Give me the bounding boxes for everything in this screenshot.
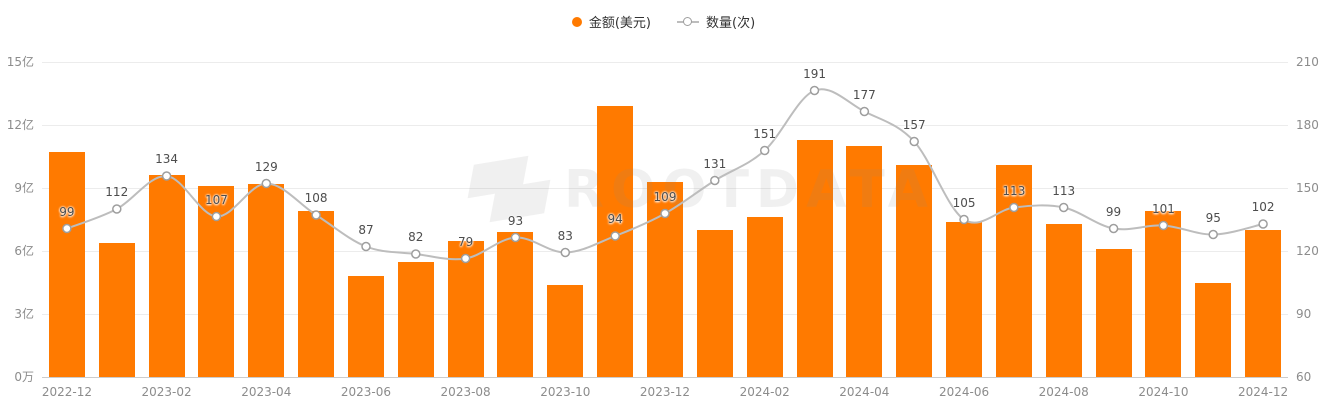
bar-2024-01[interactable] xyxy=(696,230,733,377)
point-label: 79 xyxy=(457,234,474,249)
gridline xyxy=(42,62,1288,63)
left-axis-tick: 9亿 xyxy=(14,181,34,195)
right-axis-tick: 90 xyxy=(1296,307,1312,321)
x-axis-label: 2023-04 xyxy=(241,385,292,399)
point-label: 109 xyxy=(653,189,677,204)
x-axis-label: 2023-06 xyxy=(340,385,392,399)
bar-2023-06[interactable] xyxy=(347,276,384,377)
left-axis-tick: 6亿 xyxy=(14,244,34,258)
bar-2023-10[interactable] xyxy=(547,284,584,377)
point-label: 131 xyxy=(703,156,727,171)
left-axis-tick: 3亿 xyxy=(14,307,34,321)
bar-2023-04[interactable] xyxy=(248,183,285,377)
bar-2023-02[interactable] xyxy=(148,175,185,377)
point-label: 134 xyxy=(155,152,179,166)
point-label: 102 xyxy=(1251,200,1275,214)
point-label: 87 xyxy=(358,222,374,237)
x-axis-label: 2022-12 xyxy=(41,385,92,399)
bar-2024-02[interactable] xyxy=(746,217,783,377)
point-label: 177 xyxy=(852,87,876,102)
x-axis-label: 2024-08 xyxy=(1038,385,1089,399)
x-axis-label: 2023-02 xyxy=(141,385,192,399)
line-marker[interactable] xyxy=(1108,223,1119,234)
bar-2023-09[interactable] xyxy=(497,232,534,377)
point-label: 129 xyxy=(254,159,278,174)
left-axis-tick: 0万 xyxy=(14,370,34,384)
bar-2023-08[interactable] xyxy=(447,240,484,377)
point-label: 99 xyxy=(1105,204,1122,219)
left-axis-tick: 12亿 xyxy=(6,118,34,132)
watermark-logo-icon xyxy=(468,158,548,222)
amount-legend-dot-icon xyxy=(571,16,582,27)
point-label: 101 xyxy=(1151,201,1175,216)
line-marker[interactable] xyxy=(1258,219,1268,229)
right-axis-tick: 150 xyxy=(1296,181,1319,195)
x-axis-label: 2024-12 xyxy=(1238,385,1289,399)
line-marker[interactable] xyxy=(1058,202,1069,213)
right-axis-tick: 60 xyxy=(1296,370,1312,384)
x-axis-line xyxy=(42,377,1288,378)
bar-2023-07[interactable] xyxy=(397,261,434,377)
bar-2022-12[interactable] xyxy=(48,152,85,377)
point-label: 108 xyxy=(304,191,328,205)
right-axis-tick: 180 xyxy=(1296,118,1319,132)
point-label: 151 xyxy=(753,126,777,141)
bar-2023-11[interactable] xyxy=(597,106,634,377)
bar-2023-05[interactable] xyxy=(298,211,335,377)
line-marker[interactable] xyxy=(809,85,820,96)
point-label: 93 xyxy=(507,213,524,228)
line-marker[interactable] xyxy=(560,247,571,258)
line-marker[interactable] xyxy=(909,136,919,147)
left-axis-tick: 15亿 xyxy=(6,55,34,69)
count-legend-line-icon xyxy=(677,16,699,26)
x-axis-label: 2023-10 xyxy=(540,385,591,399)
point-label: 82 xyxy=(408,230,424,244)
bar-2024-10[interactable] xyxy=(1145,211,1182,377)
x-axis-label: 2024-02 xyxy=(739,385,790,399)
point-label: 94 xyxy=(607,212,623,226)
bar-2024-12[interactable] xyxy=(1245,230,1282,377)
point-label: 107 xyxy=(204,192,228,207)
line-marker[interactable] xyxy=(859,106,870,117)
line-marker[interactable] xyxy=(759,145,770,156)
point-label: 113 xyxy=(1002,183,1026,198)
point-label: 113 xyxy=(1052,183,1076,198)
bar-2023-12[interactable] xyxy=(647,181,683,377)
point-label: 191 xyxy=(803,66,826,81)
bar-2023-03[interactable] xyxy=(198,185,235,377)
line-marker[interactable] xyxy=(112,204,122,214)
x-axis-label: 2023-12 xyxy=(639,385,691,399)
point-label: 99 xyxy=(59,204,75,219)
legend-count-label: 数量(次) xyxy=(706,16,756,31)
legend-item-amount[interactable]: 金额(美元) xyxy=(571,12,651,31)
point-label: 95 xyxy=(1205,210,1221,225)
bar-2024-06[interactable] xyxy=(946,221,983,377)
x-axis-label: 2024-06 xyxy=(938,385,990,399)
bar-2024-03[interactable] xyxy=(796,139,833,377)
line-marker[interactable] xyxy=(361,241,371,252)
point-label: 112 xyxy=(105,185,129,199)
right-axis-tick: 210 xyxy=(1296,55,1319,69)
x-axis-label: 2024-04 xyxy=(839,385,890,399)
line-marker[interactable] xyxy=(710,175,720,186)
bar-2024-08[interactable] xyxy=(1045,223,1082,377)
gridline xyxy=(42,125,1288,126)
bar-2024-09[interactable] xyxy=(1095,248,1132,377)
x-axis-label: 2024-10 xyxy=(1138,385,1189,399)
point-label: 105 xyxy=(952,195,976,210)
x-axis-label: 2023-08 xyxy=(440,385,491,399)
bar-2024-04[interactable] xyxy=(846,146,883,377)
bar-2024-05[interactable] xyxy=(896,164,933,377)
line-marker[interactable] xyxy=(1208,229,1218,240)
bar-2024-11[interactable] xyxy=(1195,282,1232,377)
legend: 金额(美元) 数量(次) xyxy=(0,12,1327,31)
bar-2023-01[interactable] xyxy=(98,242,135,377)
right-axis-tick: 120 xyxy=(1296,244,1319,258)
point-label: 157 xyxy=(902,117,926,132)
point-label: 83 xyxy=(557,228,573,243)
legend-amount-label: 金额(美元) xyxy=(588,16,651,31)
legend-item-count[interactable]: 数量(次) xyxy=(677,12,755,31)
